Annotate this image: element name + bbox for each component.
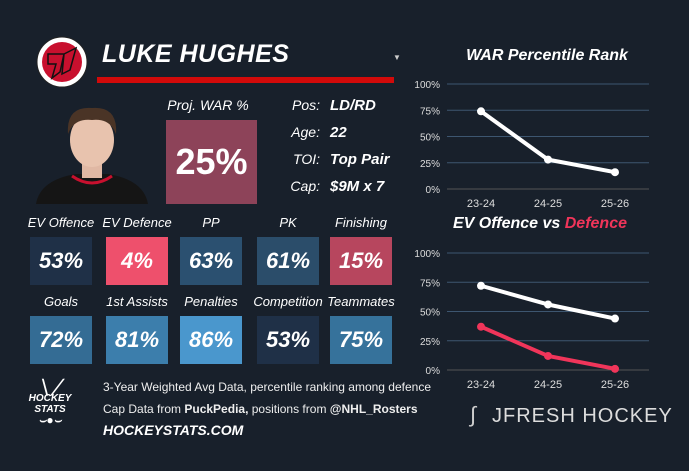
data-point <box>611 168 619 177</box>
info-key: TOI: <box>293 151 320 167</box>
war-chart-title: WAR Percentile Rank <box>466 47 628 64</box>
x-tick-label: 24-25 <box>534 379 562 391</box>
hockeystats-site: HOCKEYSTATS.COM <box>103 422 244 438</box>
y-tick-label: 50% <box>420 133 440 144</box>
stat-tile: 81% <box>106 316 168 364</box>
data-point <box>544 351 552 360</box>
tile-label: EV Offence <box>27 215 95 230</box>
x-tick-label: 25-26 <box>601 198 629 210</box>
info-row: TOI: Top Pair <box>280 151 389 168</box>
info-row: Age: 22 <box>280 124 347 141</box>
tile-label: Finishing <box>334 215 388 230</box>
stat-tile: 63% <box>180 237 242 285</box>
data-point <box>544 300 552 309</box>
tile-label: EV Defence <box>102 215 172 230</box>
player-photo <box>36 107 148 204</box>
stat-tile: 15% <box>330 237 392 285</box>
stat-tile: 61% <box>257 237 319 285</box>
stat-tile: 4% <box>106 237 168 285</box>
y-tick-label: 0% <box>426 185 441 196</box>
ev-chart-title-defence: Defence <box>564 215 627 232</box>
info-key: Cap: <box>290 178 320 194</box>
devils-logo <box>36 36 88 88</box>
proj-war-value: 25% <box>166 120 257 204</box>
info-row: Cap: $9M x 7 <box>280 178 384 195</box>
tile-label: Goals <box>44 294 78 309</box>
data-point <box>544 155 552 164</box>
hockeystats-logo: ╲ ╱ HOCKEY STATS ⌣●⌣ <box>28 379 72 427</box>
series-line <box>480 324 616 371</box>
y-tick-label: 75% <box>420 106 440 117</box>
x-tick-label: 25-26 <box>601 379 629 391</box>
stat-tile: 86% <box>180 316 242 364</box>
nhl-rosters-link: @NHL_Rosters <box>329 402 418 416</box>
info-value: $9M x 7 <box>330 178 385 195</box>
tile-label: PK <box>279 215 297 230</box>
info-value: Top Pair <box>330 151 390 168</box>
jfresh-brand: JFRESH HOCKEY <box>492 405 673 427</box>
stat-tile: 75% <box>330 316 392 364</box>
dropdown-caret-icon[interactable]: ▼ <box>393 53 401 62</box>
tile-label: Penalties <box>184 294 238 309</box>
footer-sources: Cap Data from PuckPedia, positions from … <box>103 402 418 416</box>
y-tick-label: 25% <box>420 159 440 170</box>
tile-label: PP <box>202 215 220 230</box>
y-tick-label: 100% <box>414 249 440 260</box>
y-tick-label: 25% <box>420 337 440 348</box>
info-value: 22 <box>330 124 347 141</box>
stat-tile: 53% <box>257 316 319 364</box>
ev-chart-title-offence: EV Offence vs <box>452 215 565 232</box>
y-tick-label: 50% <box>420 308 440 319</box>
player-name: LUKE HUGHES <box>102 40 290 68</box>
x-tick-label: 23-24 <box>467 379 495 391</box>
jfresh-logo-icon: ∫ <box>470 402 477 427</box>
x-tick-label: 23-24 <box>467 198 495 210</box>
stat-tile: 53% <box>30 237 92 285</box>
tile-label: Competition <box>253 294 323 309</box>
y-tick-label: 0% <box>426 366 441 377</box>
info-key: Age: <box>291 124 320 140</box>
footer-note: 3-Year Weighted Avg Data, percentile ran… <box>103 380 431 394</box>
info-key: Pos: <box>291 97 320 113</box>
y-tick-label: 75% <box>420 278 440 289</box>
stat-tile: 72% <box>30 316 92 364</box>
info-row: Pos: LD/RD <box>280 97 376 114</box>
proj-war-label: Proj. WAR % <box>167 97 249 113</box>
team-color-bar <box>97 77 394 83</box>
tile-label: 1st Assists <box>106 294 168 309</box>
data-point <box>477 107 485 116</box>
x-tick-label: 24-25 <box>534 198 562 210</box>
ev-chart-title: EV Offence vs Defence <box>420 215 660 233</box>
puckpedia-link: PuckPedia, <box>184 402 249 416</box>
data-point <box>611 364 619 373</box>
tile-label: Teammates <box>327 294 395 309</box>
data-point <box>611 314 619 323</box>
data-point <box>477 322 485 331</box>
info-value: LD/RD <box>330 97 376 114</box>
y-tick-label: 100% <box>414 80 440 91</box>
data-point <box>477 281 485 290</box>
